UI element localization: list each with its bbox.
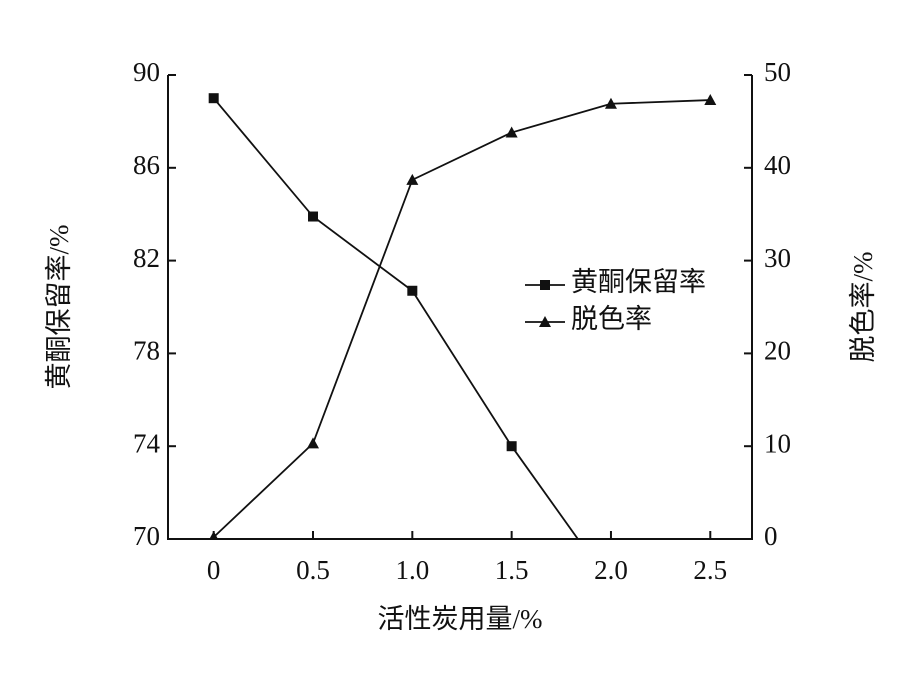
point	[704, 94, 717, 106]
y-tick-label: 82	[133, 243, 160, 273]
y2-tick-label: 0	[764, 521, 778, 551]
y2-tick-label: 30	[764, 243, 791, 273]
y-tick-label: 74	[133, 428, 161, 458]
x-tick-label: 2.0	[594, 555, 628, 585]
y2-tick-label: 20	[764, 336, 791, 366]
legend-label: 黄酮保留率	[571, 267, 706, 297]
x-tick-label: 1.5	[495, 555, 529, 585]
y2-tick-label: 10	[764, 428, 791, 458]
point	[406, 173, 419, 185]
point	[307, 437, 320, 449]
point	[308, 211, 319, 222]
point	[505, 126, 518, 138]
y-tick-label: 90	[133, 57, 160, 87]
y-axis-label: 黄酮保留率/%	[44, 225, 74, 390]
legend-marker	[540, 280, 550, 290]
x-tick-label: 0	[207, 555, 221, 585]
point	[407, 285, 418, 296]
y2-tick-label: 40	[764, 150, 791, 180]
plot-area	[208, 93, 717, 539]
point	[506, 441, 517, 452]
point	[208, 93, 219, 104]
y-tick-label: 86	[133, 150, 160, 180]
y2-axis-label: 脱色率/%	[848, 252, 878, 363]
y-tick-label: 70	[133, 521, 160, 551]
x-tick-label: 2.5	[693, 555, 727, 585]
legend-label: 脱色率	[571, 304, 652, 334]
legend-marker	[539, 316, 551, 327]
y-tick-label: 78	[133, 336, 160, 366]
y2-tick-label: 50	[764, 57, 791, 87]
axes-frame	[167, 75, 753, 540]
series-line	[213, 99, 711, 538]
point	[604, 97, 617, 109]
x-tick-label: 0.5	[296, 555, 330, 585]
series-line	[212, 97, 579, 539]
x-axis-label: 活性炭用量/%	[378, 604, 543, 634]
x-tick-label: 1.0	[395, 555, 429, 585]
